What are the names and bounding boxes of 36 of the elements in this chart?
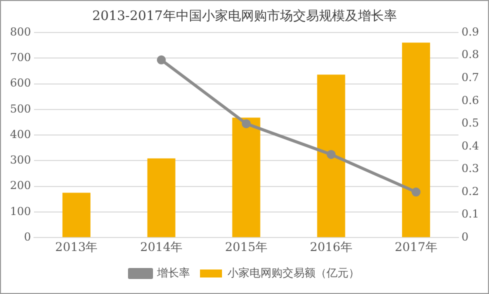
y-tick-label: 100 bbox=[10, 204, 31, 218]
y2-tick-label: 0.8 bbox=[462, 48, 480, 62]
x-tick-label: 2015年 bbox=[224, 240, 268, 254]
y2-tick-label: 0.6 bbox=[462, 94, 480, 107]
point bbox=[242, 119, 251, 128]
bar bbox=[402, 42, 430, 238]
point bbox=[412, 188, 421, 197]
point bbox=[156, 55, 166, 64]
bar bbox=[62, 192, 90, 238]
chart-title: 2013-2017年中国小家电网购市场交易规模及增长率 bbox=[92, 8, 397, 24]
y-tick-label: 600 bbox=[10, 76, 31, 90]
y-tick-label: 700 bbox=[10, 51, 31, 64]
y2-tick-label: 0.1 bbox=[462, 208, 480, 221]
y-tick-label: 0 bbox=[24, 230, 31, 244]
y2-tick-label: 0.3 bbox=[462, 162, 480, 176]
y2-tick-label: 0 bbox=[462, 230, 469, 244]
x-tick-label: 2016年 bbox=[310, 240, 352, 254]
y2-tick-label: 0.9 bbox=[462, 25, 480, 38]
x-tick-label: 2014年 bbox=[140, 240, 183, 254]
y-tick-label: 800 bbox=[10, 25, 31, 38]
y2-tick-label: 0.5 bbox=[462, 116, 480, 130]
y-tick-label: 500 bbox=[10, 102, 31, 116]
legend-label: 增长率 bbox=[156, 266, 190, 280]
x-tick-label: 2013年 bbox=[55, 240, 98, 254]
legend-label: 小家电网购交易额（亿元） bbox=[228, 266, 360, 280]
y-tick-label: 400 bbox=[10, 128, 31, 141]
bar bbox=[232, 118, 260, 238]
y2-tick-label: 0.7 bbox=[462, 71, 480, 84]
bar bbox=[147, 158, 176, 238]
x-tick-label: 2017年 bbox=[394, 240, 438, 254]
point bbox=[326, 150, 336, 159]
y2-tick-label: 0.2 bbox=[462, 184, 480, 198]
y-tick-label: 300 bbox=[10, 154, 31, 167]
bar bbox=[317, 74, 346, 238]
y2-tick-label: 0.4 bbox=[462, 139, 480, 152]
y-tick-label: 200 bbox=[10, 179, 31, 192]
